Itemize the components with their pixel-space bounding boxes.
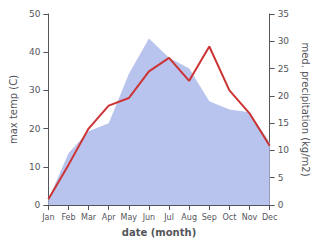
- svg-text:35: 35: [278, 9, 289, 19]
- svg-text:med. precipitation (kg/m2): med. precipitation (kg/m2): [300, 42, 311, 176]
- svg-text:10: 10: [29, 162, 41, 172]
- svg-text:Mar: Mar: [81, 213, 97, 222]
- svg-text:max temp (C): max temp (C): [8, 75, 19, 144]
- svg-text:Oct: Oct: [222, 213, 236, 222]
- svg-text:10: 10: [278, 145, 290, 155]
- svg-text:30: 30: [29, 85, 41, 95]
- svg-text:May: May: [121, 213, 138, 222]
- svg-text:20: 20: [278, 91, 290, 101]
- svg-text:Jan: Jan: [41, 213, 54, 222]
- svg-text:Nov: Nov: [242, 213, 258, 222]
- svg-text:Jun: Jun: [142, 213, 156, 222]
- svg-text:25: 25: [278, 64, 289, 74]
- svg-text:Feb: Feb: [61, 213, 75, 222]
- svg-text:30: 30: [278, 36, 290, 46]
- svg-text:0: 0: [35, 200, 41, 210]
- svg-text:Jul: Jul: [163, 213, 174, 222]
- svg-text:50: 50: [29, 9, 41, 19]
- svg-text:date (month): date (month): [122, 227, 196, 238]
- svg-text:Dec: Dec: [262, 213, 277, 222]
- svg-text:20: 20: [29, 124, 41, 134]
- svg-text:40: 40: [29, 47, 41, 57]
- svg-text:0: 0: [278, 200, 284, 210]
- svg-text:15: 15: [278, 118, 289, 128]
- svg-text:Sep: Sep: [202, 213, 217, 222]
- svg-text:Aug: Aug: [181, 213, 197, 222]
- svg-text:Apr: Apr: [102, 213, 117, 222]
- svg-text:5: 5: [278, 173, 284, 183]
